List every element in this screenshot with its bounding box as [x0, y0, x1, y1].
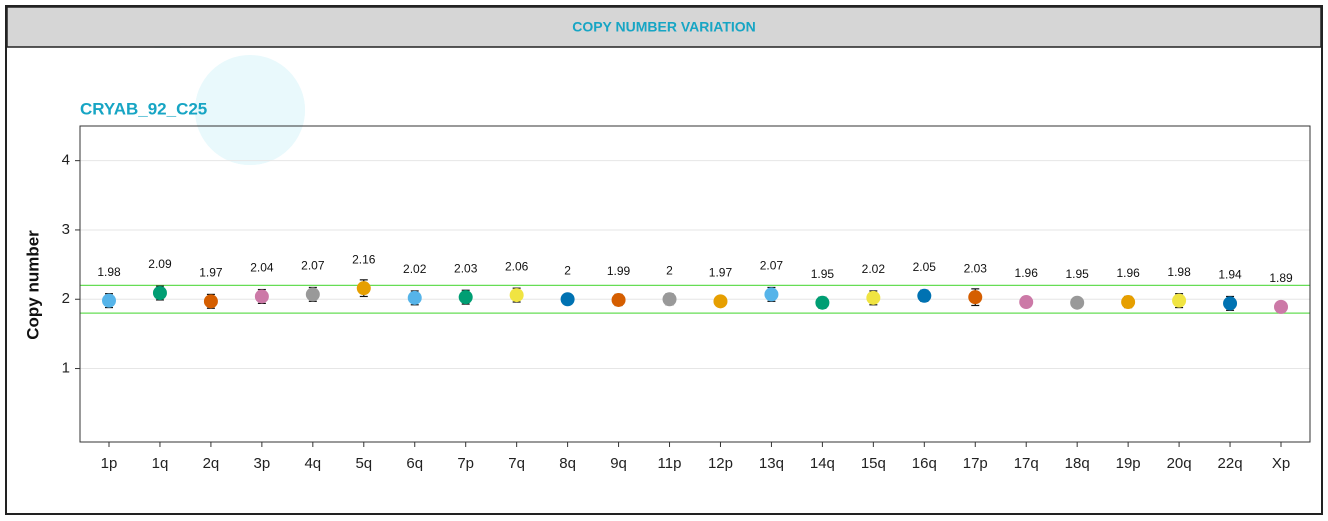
- value-label: 2.04: [250, 261, 274, 275]
- value-label: 1.99: [607, 264, 631, 278]
- point: [458, 290, 473, 305]
- point: [509, 288, 524, 303]
- point: [713, 294, 728, 309]
- point: [1070, 295, 1085, 310]
- x-tick-label: 6q: [406, 455, 423, 472]
- x-tick-label: 7p: [457, 455, 474, 472]
- point: [917, 288, 932, 303]
- value-label: 2.02: [403, 262, 427, 276]
- x-tick-label: 9q: [610, 455, 627, 472]
- plot: 1 2 3 4 1p 1.98 1q 2.09 2q 1.97 3p 2.04 4q 2.07 5q 2.16…: [62, 152, 1310, 472]
- value-label: 1.97: [709, 265, 733, 279]
- y-tick-label: 3: [62, 221, 70, 238]
- y-tick-label: 2: [62, 290, 70, 307]
- header-title: COPY NUMBER VARIATION: [572, 19, 756, 35]
- point: [102, 293, 116, 308]
- point: [254, 289, 269, 304]
- x-tick-label: 14q: [810, 455, 835, 472]
- value-label: 2: [564, 263, 571, 277]
- panel-border: [5, 5, 1323, 515]
- x-tick-label: 5q: [355, 455, 372, 472]
- point: [1223, 296, 1238, 311]
- value-label: 1.95: [811, 267, 835, 281]
- value-label: 1.96: [1116, 266, 1140, 280]
- value-label: 2.05: [913, 260, 937, 274]
- x-tick-label: 16q: [912, 455, 937, 472]
- chart-title: CRYAB_92_C25: [80, 99, 207, 118]
- value-label: 2.02: [862, 262, 886, 276]
- value-label: 1.95: [1065, 267, 1089, 281]
- value-label: 1.97: [199, 265, 223, 279]
- value-label: 1.96: [1015, 266, 1039, 280]
- point: [1121, 295, 1136, 310]
- point: [1274, 299, 1288, 314]
- point: [560, 292, 575, 307]
- point: [662, 292, 677, 307]
- value-label: 2.09: [148, 257, 172, 271]
- x-tick-label: 12p: [708, 455, 733, 472]
- y-tick-label: 4: [62, 152, 70, 169]
- y-tick-label: 1: [62, 360, 70, 377]
- x-tick-label: 3p: [254, 455, 271, 472]
- point: [1172, 293, 1187, 308]
- x-tick-label: 17p: [963, 455, 988, 472]
- x-tick-label: 7q: [508, 455, 525, 472]
- point: [356, 281, 371, 296]
- x-tick-label: 19p: [1116, 455, 1141, 472]
- header-bar: [6, 6, 1322, 48]
- x-tick-label: 8q: [559, 455, 576, 472]
- value-label: 2.16: [352, 252, 376, 266]
- value-label: 2.07: [301, 259, 325, 273]
- point: [152, 286, 167, 301]
- x-tick-label: 4q: [304, 455, 321, 472]
- x-tick-label: 22q: [1218, 455, 1243, 472]
- value-label: 2.06: [505, 259, 529, 273]
- value-label: 1.94: [1218, 268, 1242, 282]
- x-tick-label: 17q: [1014, 455, 1039, 472]
- x-tick-label: 20q: [1167, 455, 1192, 472]
- x-tick-label: 1q: [152, 455, 169, 472]
- point: [764, 287, 779, 302]
- point: [407, 290, 422, 305]
- value-label: 1.89: [1269, 271, 1293, 285]
- value-label: 2.03: [454, 261, 478, 275]
- value-label: 1.98: [97, 265, 121, 279]
- point: [203, 294, 218, 309]
- x-tick-label: 18q: [1065, 455, 1090, 472]
- value-label: 1.98: [1167, 265, 1191, 279]
- point: [968, 290, 983, 305]
- plot-frame: [79, 125, 1311, 443]
- x-tick-label: 2q: [203, 455, 220, 472]
- x-tick-label: 13q: [759, 455, 784, 472]
- point: [866, 290, 881, 305]
- point: [611, 292, 626, 307]
- decor: [195, 55, 305, 165]
- x-tick-label: 1p: [101, 455, 118, 472]
- x-tick-label: 15q: [861, 455, 886, 472]
- value-label: 2.03: [964, 261, 988, 275]
- point: [1019, 295, 1034, 310]
- point: [305, 287, 320, 302]
- y-axis-label: Copy number: [23, 230, 42, 340]
- x-tick-label: Xp: [1272, 455, 1290, 472]
- value-label: 2.07: [760, 259, 784, 273]
- value-label: 2: [666, 263, 673, 277]
- x-tick-label: 11p: [658, 455, 682, 472]
- point: [815, 295, 830, 310]
